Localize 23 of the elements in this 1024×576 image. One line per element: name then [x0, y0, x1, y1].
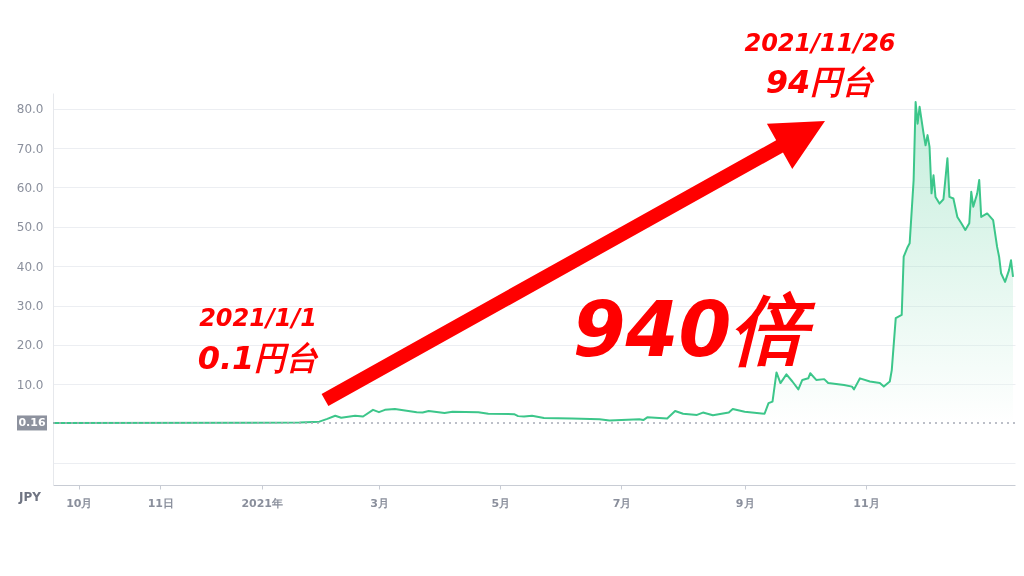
text: JPY	[18, 490, 42, 504]
y-tick-label: 30.0	[16, 299, 44, 314]
y-tick-label: 10.0	[16, 377, 44, 392]
x-tick-label: 11日	[147, 496, 174, 510]
y-tick-label: 70.0	[16, 141, 44, 156]
x-tick-label: 7月	[612, 496, 632, 510]
y-tick-label: 80.0	[16, 102, 44, 117]
y-tick-label: 20.0	[16, 338, 44, 353]
text: 940倍	[572, 285, 817, 374]
y-tick-label: 50.0	[16, 220, 44, 235]
y-tick-label: 40.0	[16, 259, 44, 274]
x-tick-label: 5月	[491, 496, 511, 510]
x-tick-label: 9月	[735, 496, 755, 510]
ref-line-label: 0.16	[18, 415, 46, 429]
text: 2021/11/26	[744, 29, 896, 57]
x-tick-label: 3月	[370, 496, 389, 510]
annotation: 0.1円台	[197, 339, 320, 377]
annotation: 94円台	[765, 63, 876, 101]
annotation: 2021/1/1	[199, 304, 317, 332]
y-tick-label: 60.0	[16, 180, 44, 195]
x-tick-label: 2021年	[241, 496, 284, 510]
x-tick-label: 11月	[853, 496, 880, 510]
x-tick-label: 10月	[66, 496, 93, 510]
